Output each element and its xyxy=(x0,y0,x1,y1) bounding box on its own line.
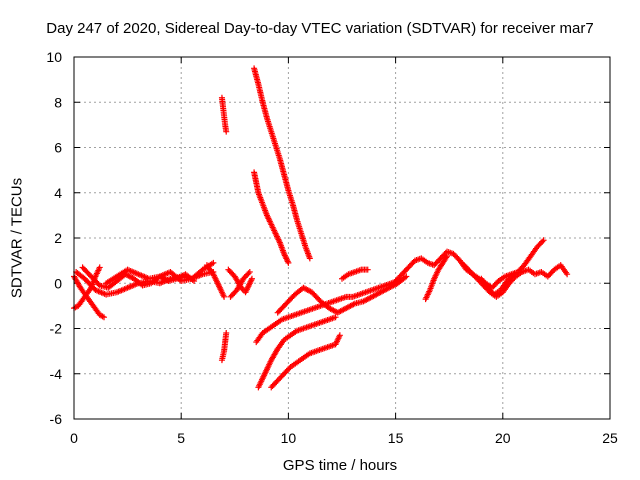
grid xyxy=(74,57,610,419)
plot-frame xyxy=(73,56,611,420)
data-point-fill xyxy=(443,254,450,261)
data-point xyxy=(540,237,547,244)
data-point xyxy=(223,128,230,135)
y-tick-label: -6 xyxy=(50,411,63,427)
data-point-fill xyxy=(245,270,252,277)
x-tick-label: 20 xyxy=(495,430,511,446)
data-point xyxy=(210,259,217,266)
data-point xyxy=(221,293,228,300)
y-tick-label: 2 xyxy=(54,230,62,246)
data-point xyxy=(364,266,371,273)
data-point xyxy=(285,259,292,266)
y-tick-label: -2 xyxy=(50,321,63,337)
y-axis-label: SDTVAR / TECUs xyxy=(8,177,26,299)
data-point xyxy=(191,277,198,284)
data-point xyxy=(564,271,571,278)
data-point-fill xyxy=(509,272,516,279)
data-point-fill xyxy=(539,238,546,245)
x-axis-label: GPS time / hours xyxy=(282,457,398,474)
data-point xyxy=(101,314,108,321)
axis-ticks: 0 5 10 15 20 25 -6 -4 -2 0 2 4 6 8 10 xyxy=(46,49,618,446)
y-tick-label: 10 xyxy=(46,49,62,65)
y-tick-label: 0 xyxy=(54,275,62,291)
data-point xyxy=(306,255,313,262)
data-point xyxy=(248,275,255,282)
x-tick-label: 25 xyxy=(602,430,618,446)
data-point xyxy=(246,268,253,275)
y-tick-label: 6 xyxy=(54,140,62,156)
data-point xyxy=(444,253,451,260)
data-point xyxy=(332,314,339,321)
x-tick-label: 10 xyxy=(281,430,297,446)
x-tick-label: 0 xyxy=(70,430,78,446)
data-point xyxy=(403,273,410,280)
chart-title: Day 247 of 2020, Sidereal Day-to-day VTE… xyxy=(46,20,594,37)
data-point xyxy=(223,330,230,337)
data-point xyxy=(96,264,103,271)
data-point xyxy=(336,332,343,339)
y-tick-label: 4 xyxy=(54,185,62,201)
data-points xyxy=(71,65,571,391)
y-tick-label: 8 xyxy=(54,94,62,110)
x-tick-label: 15 xyxy=(388,430,404,446)
x-tick-label: 5 xyxy=(177,430,185,446)
data-point xyxy=(510,271,517,278)
y-tick-label: -4 xyxy=(50,366,63,382)
